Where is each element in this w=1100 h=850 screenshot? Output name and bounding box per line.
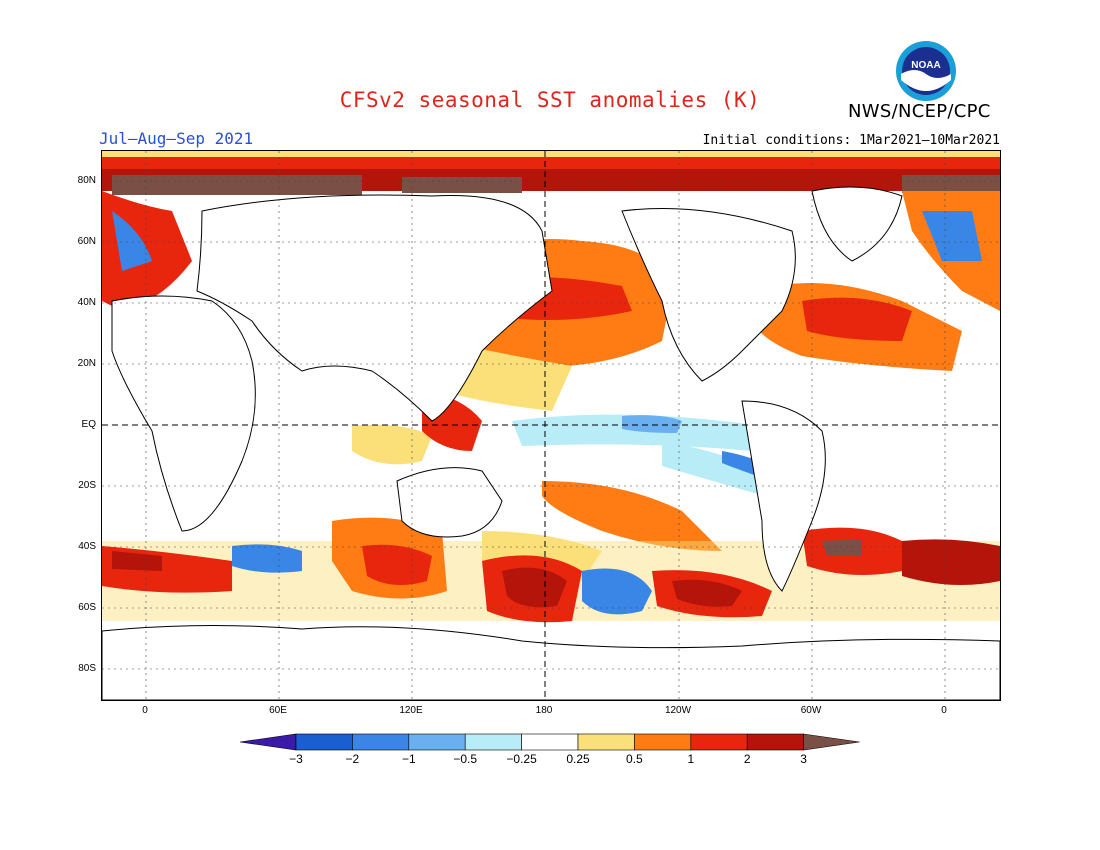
colorbar-box <box>408 733 466 751</box>
lon-label-120w: 120W <box>664 705 692 716</box>
lon-label-120e: 120E <box>399 705 423 716</box>
lon-label-0-east: 0 <box>941 705 947 716</box>
colorbar-box <box>521 733 579 751</box>
sst-anomaly-map <box>101 150 1001 701</box>
noaa-logo: NOAA <box>895 40 957 102</box>
colorbar <box>240 733 860 751</box>
colorbar-max-arrow <box>803 733 860 751</box>
logo-text: NOAA <box>911 60 940 71</box>
colorbar-tick-label: 3 <box>800 752 807 766</box>
colorbar-tick-label: −0.5 <box>453 752 478 766</box>
colorbar-min-arrow <box>240 733 297 751</box>
lon-label-60e: 60E <box>269 705 287 716</box>
organization-label: NWS/NCEP/CPC <box>848 101 991 122</box>
colorbar-box <box>352 733 410 751</box>
lat-label-20n: 20N <box>77 358 96 369</box>
season-label: Jul–Aug–Sep 2021 <box>99 129 254 148</box>
lat-label-40s: 40S <box>78 541 96 552</box>
lon-label-180: 180 <box>535 705 553 716</box>
colorbar-box <box>690 733 748 751</box>
colorbar-tick-label: 2 <box>743 752 751 766</box>
lat-label-eq: EQ <box>81 419 96 430</box>
lat-label-60n: 60N <box>77 236 96 247</box>
colorbar-tick-label: −3 <box>289 752 303 766</box>
colorbar-box <box>577 733 635 751</box>
lat-label-60s: 60S <box>78 602 96 613</box>
lat-label-80n: 80N <box>77 175 96 186</box>
colorbar-tick-label: 0.25 <box>566 752 590 766</box>
lat-label-40n: 40N <box>77 297 96 308</box>
colorbar-tick-label: 1 <box>687 752 695 766</box>
colorbar-box <box>295 733 353 751</box>
initial-conditions: Initial conditions: 1Mar2021–10Mar2021 <box>702 133 1000 148</box>
lat-label-20s: 20S <box>78 480 96 491</box>
lon-label-60w: 60W <box>800 705 822 716</box>
lon-label-0: 0 <box>142 705 148 716</box>
colorbar-box <box>634 733 692 751</box>
lat-label-80s: 80S <box>78 663 96 674</box>
colorbar-tick-label: 0.5 <box>626 752 643 766</box>
colorbar-tick-label: −2 <box>345 752 360 766</box>
colorbar-box <box>464 733 522 751</box>
colorbar-tick-label: −1 <box>401 752 416 766</box>
colorbar-box <box>746 733 804 751</box>
colorbar-tick-label: −0.25 <box>506 752 537 766</box>
map-title: CFSv2 seasonal SST anomalies (K) <box>339 88 761 112</box>
